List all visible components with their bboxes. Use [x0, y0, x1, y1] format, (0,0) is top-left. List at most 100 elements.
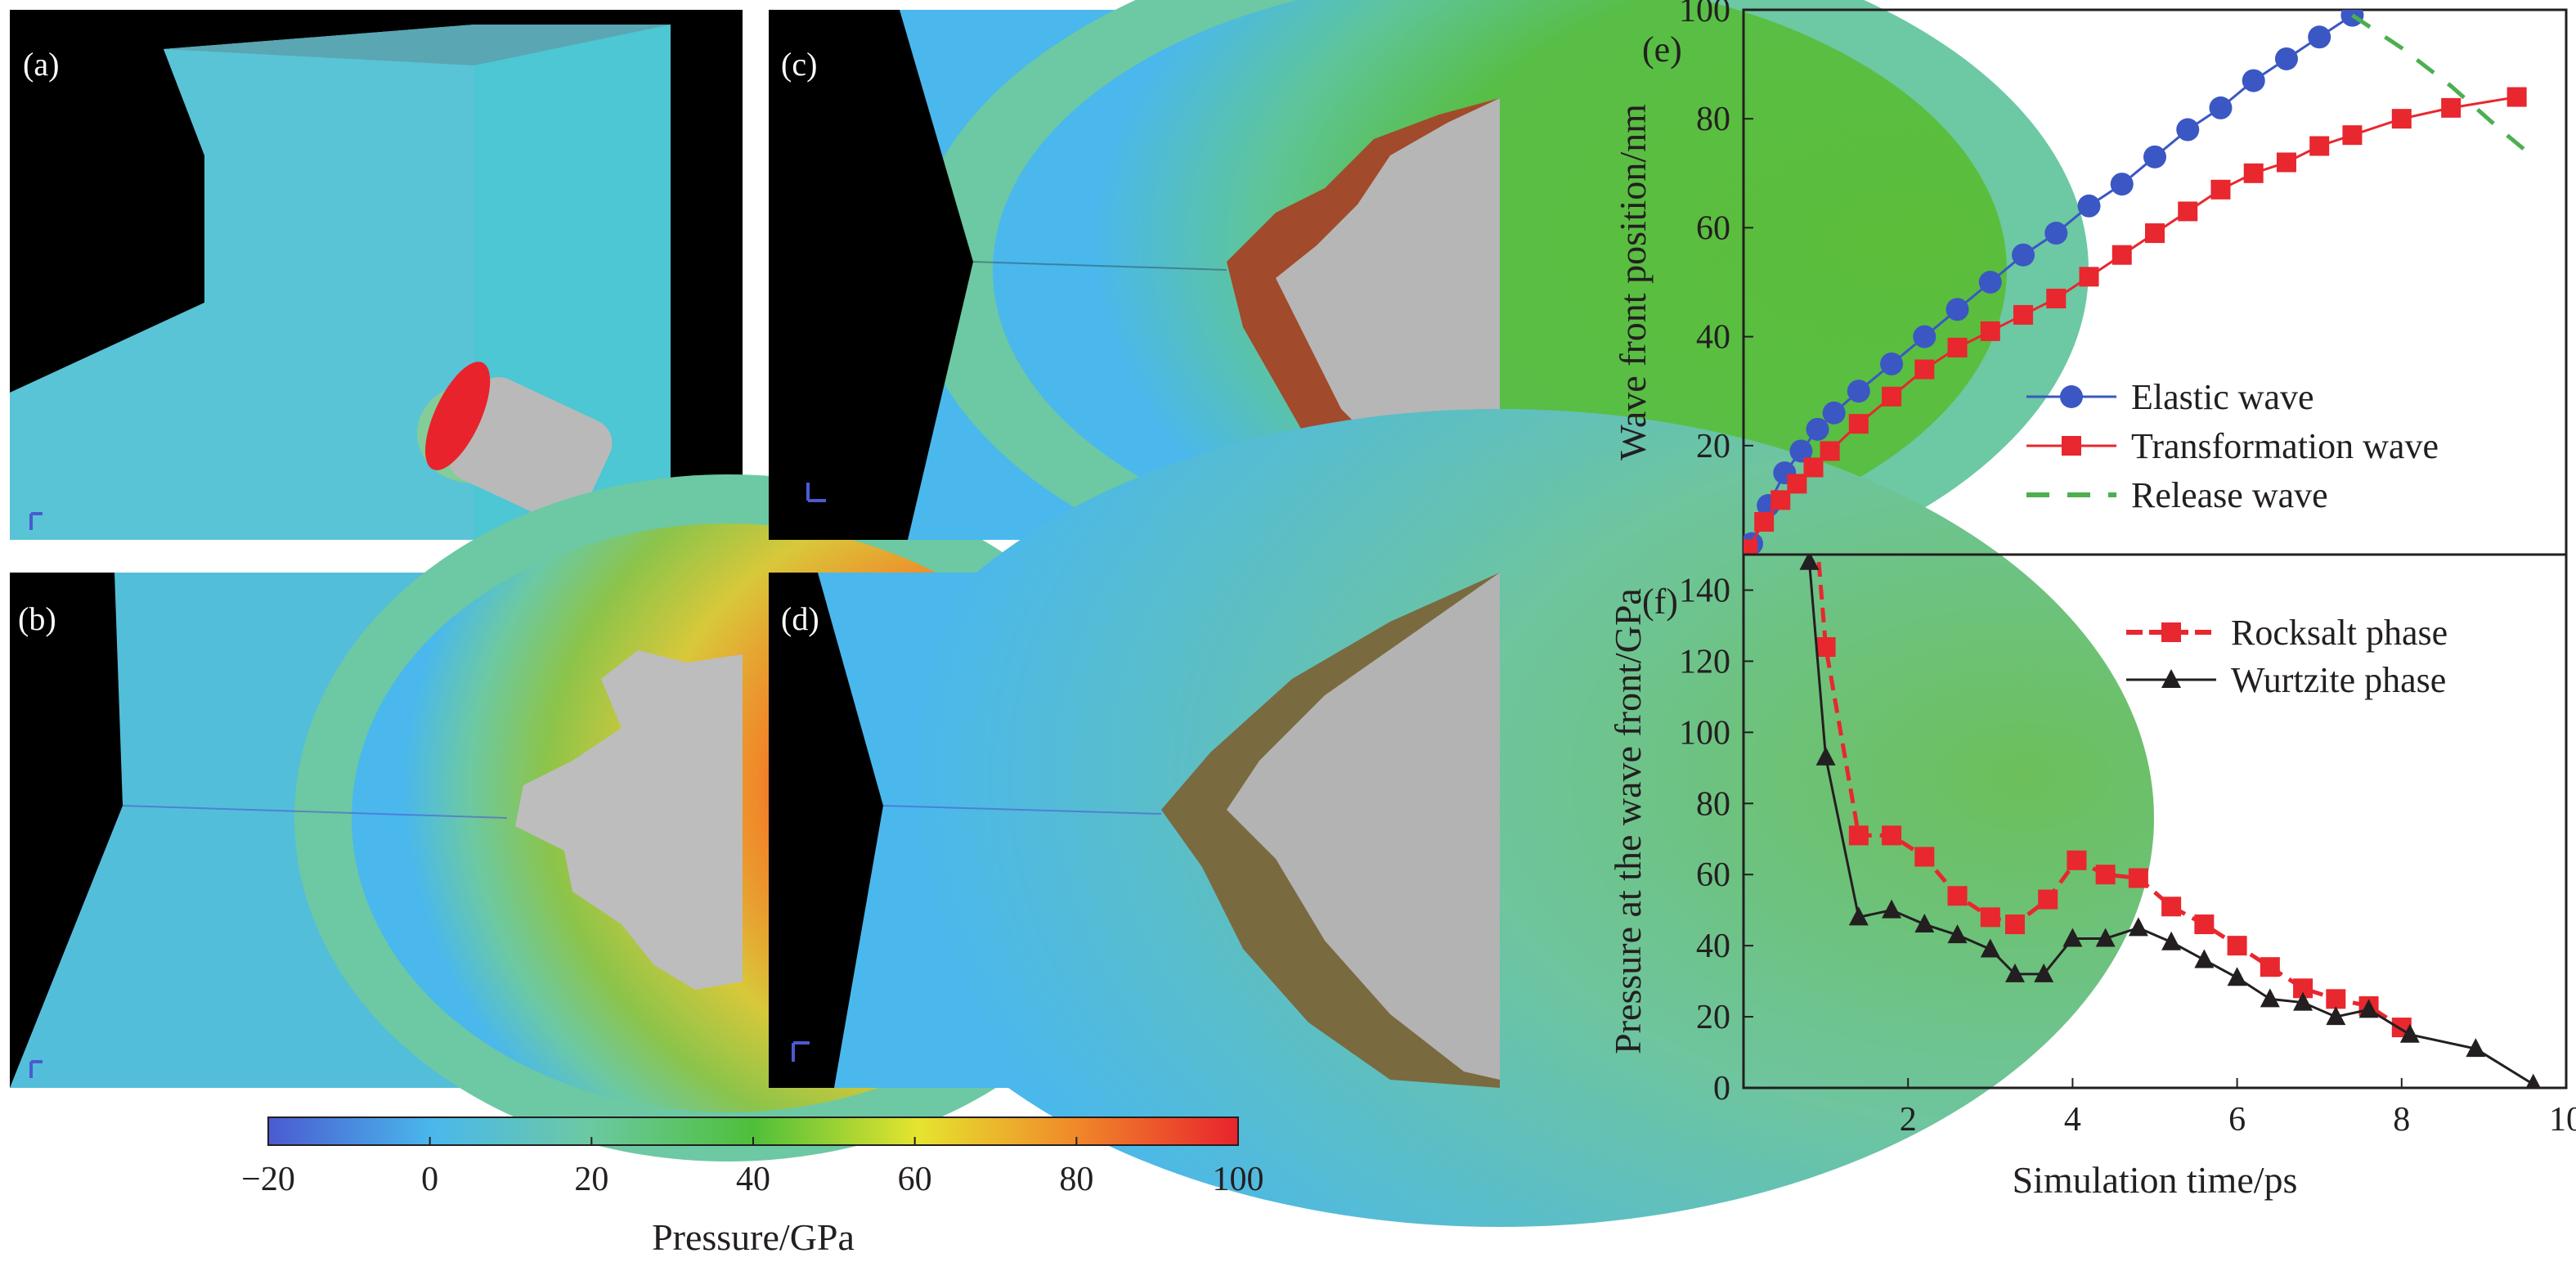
data-point [2095, 865, 2116, 885]
data-point [2441, 97, 2462, 118]
panel-d: (d) [769, 409, 2154, 1227]
transformed-region-c [1276, 98, 1500, 491]
data-point [1815, 746, 1836, 766]
legend-label: Transformation wave [2131, 426, 2439, 466]
data-point [1848, 414, 1869, 434]
data-point [2128, 868, 2148, 888]
data-point [2358, 999, 2379, 1018]
panel-label-d: (d) [781, 600, 819, 637]
data-point [1847, 380, 1870, 403]
panel-label-a: (a) [23, 46, 59, 83]
colorbar-tick-label: 100 [1213, 1161, 1264, 1198]
y-tick-label: 100 [1679, 714, 1730, 752]
data-point [2161, 931, 2182, 950]
colorbar-tick-label: 40 [736, 1161, 770, 1198]
y-tick-label: 40 [1696, 319, 1730, 357]
data-point [2525, 1073, 2541, 1088]
data-point [1980, 321, 2000, 341]
data-point [2242, 69, 2265, 92]
series-transformation-wave [1744, 87, 2527, 555]
data-point [1882, 386, 1902, 407]
data-point [1947, 924, 1968, 944]
legend-label: Release wave [2131, 475, 2328, 515]
chart-f: 0 20 40 60 80 100 120 140 2 4 6 8 10 Pressure at the… [1607, 553, 2576, 1201]
series-wurtzite-phase [1799, 555, 2541, 1088]
data-point [2227, 967, 2247, 986]
legend-marker [2060, 385, 2083, 408]
series-rocksalt-phase [1815, 555, 2412, 1038]
data-point [2004, 914, 2025, 935]
data-point [2210, 179, 2231, 200]
chart-f-xlabel: Simulation time/ps [2013, 1159, 2298, 1201]
data-point [2013, 304, 2034, 325]
panel-label-c: (c) [781, 46, 817, 83]
chart-e: 20 40 60 80 100 Wave front position/nm (e) E… [1612, 0, 2568, 556]
data-point [1882, 899, 1902, 919]
data-point [2260, 988, 2280, 1008]
data-point [1787, 474, 1807, 494]
series-elastic-wave [1744, 10, 2364, 555]
data-point [1980, 907, 2000, 928]
colorbar-tick-label: 80 [1059, 1161, 1093, 1198]
chart-f-panel-label: (f) [1642, 582, 1678, 622]
y-tick-label: 0 [1713, 1070, 1730, 1108]
y-tick-label: 60 [1696, 856, 1730, 894]
data-point [2260, 957, 2280, 977]
y-tick-label: 100 [1679, 0, 1730, 29]
data-point [1822, 401, 1846, 425]
data-point [2079, 267, 2099, 287]
series-release-wave [2351, 13, 2535, 159]
y-tick-label: 40 [1696, 928, 1730, 965]
data-point [2293, 991, 2313, 1011]
data-point [2062, 928, 2083, 947]
data-point [2276, 152, 2296, 173]
x-tick-label: 2 [1900, 1101, 1917, 1139]
data-point [1820, 441, 1840, 461]
crystal-block-top [164, 25, 671, 65]
data-point [1945, 298, 1969, 321]
data-point [2194, 914, 2215, 935]
data-point [2044, 222, 2068, 245]
data-point [2466, 1038, 2486, 1058]
chart-f-frame [1742, 553, 2568, 1090]
data-point [2209, 96, 2233, 119]
colorbar: −20 0 20 40 60 80 100 Pressure/GPa [241, 1116, 1264, 1258]
data-point [2077, 194, 2101, 218]
data-point [1880, 352, 1904, 375]
data-point [1848, 906, 1869, 926]
data-point [2326, 989, 2346, 1009]
projectile [425, 362, 613, 523]
legend-label: Rocksalt phase [2231, 613, 2448, 653]
data-point [1770, 490, 1791, 510]
data-point [1789, 439, 1813, 463]
data-point [2110, 173, 2134, 196]
data-point [1815, 637, 1836, 658]
data-point [2128, 917, 2148, 937]
transformed-region-d [1227, 573, 1500, 1080]
data-point [2034, 963, 2054, 982]
series-line [2351, 13, 2535, 159]
panel-a: (a) [10, 10, 743, 540]
data-point [2178, 201, 2198, 222]
data-point [1978, 271, 2002, 294]
data-point [1913, 325, 1936, 348]
legend-label: Elastic wave [2131, 377, 2314, 417]
data-point [2046, 288, 2067, 308]
x-tick-label: 6 [2228, 1101, 2246, 1139]
data-point [1947, 337, 1968, 357]
data-point [1754, 512, 1775, 532]
chart-f-ylabel: Pressure at the wave front/GPa [1607, 588, 1649, 1054]
y-tick-label: 20 [1696, 999, 1730, 1036]
data-point [2326, 1006, 2346, 1026]
data-point [2145, 223, 2165, 244]
data-point [1914, 914, 1935, 933]
panel-label-b: (b) [18, 600, 56, 637]
data-point [2176, 118, 2200, 142]
data-point [2012, 243, 2035, 267]
chart-e-ylabel: Wave front position/nm [1612, 104, 1654, 461]
data-point [2194, 949, 2215, 968]
data-point [2038, 889, 2058, 910]
series-line [1750, 14, 2354, 545]
x-tick-label: 4 [2064, 1101, 2081, 1139]
data-point [2095, 928, 2116, 947]
